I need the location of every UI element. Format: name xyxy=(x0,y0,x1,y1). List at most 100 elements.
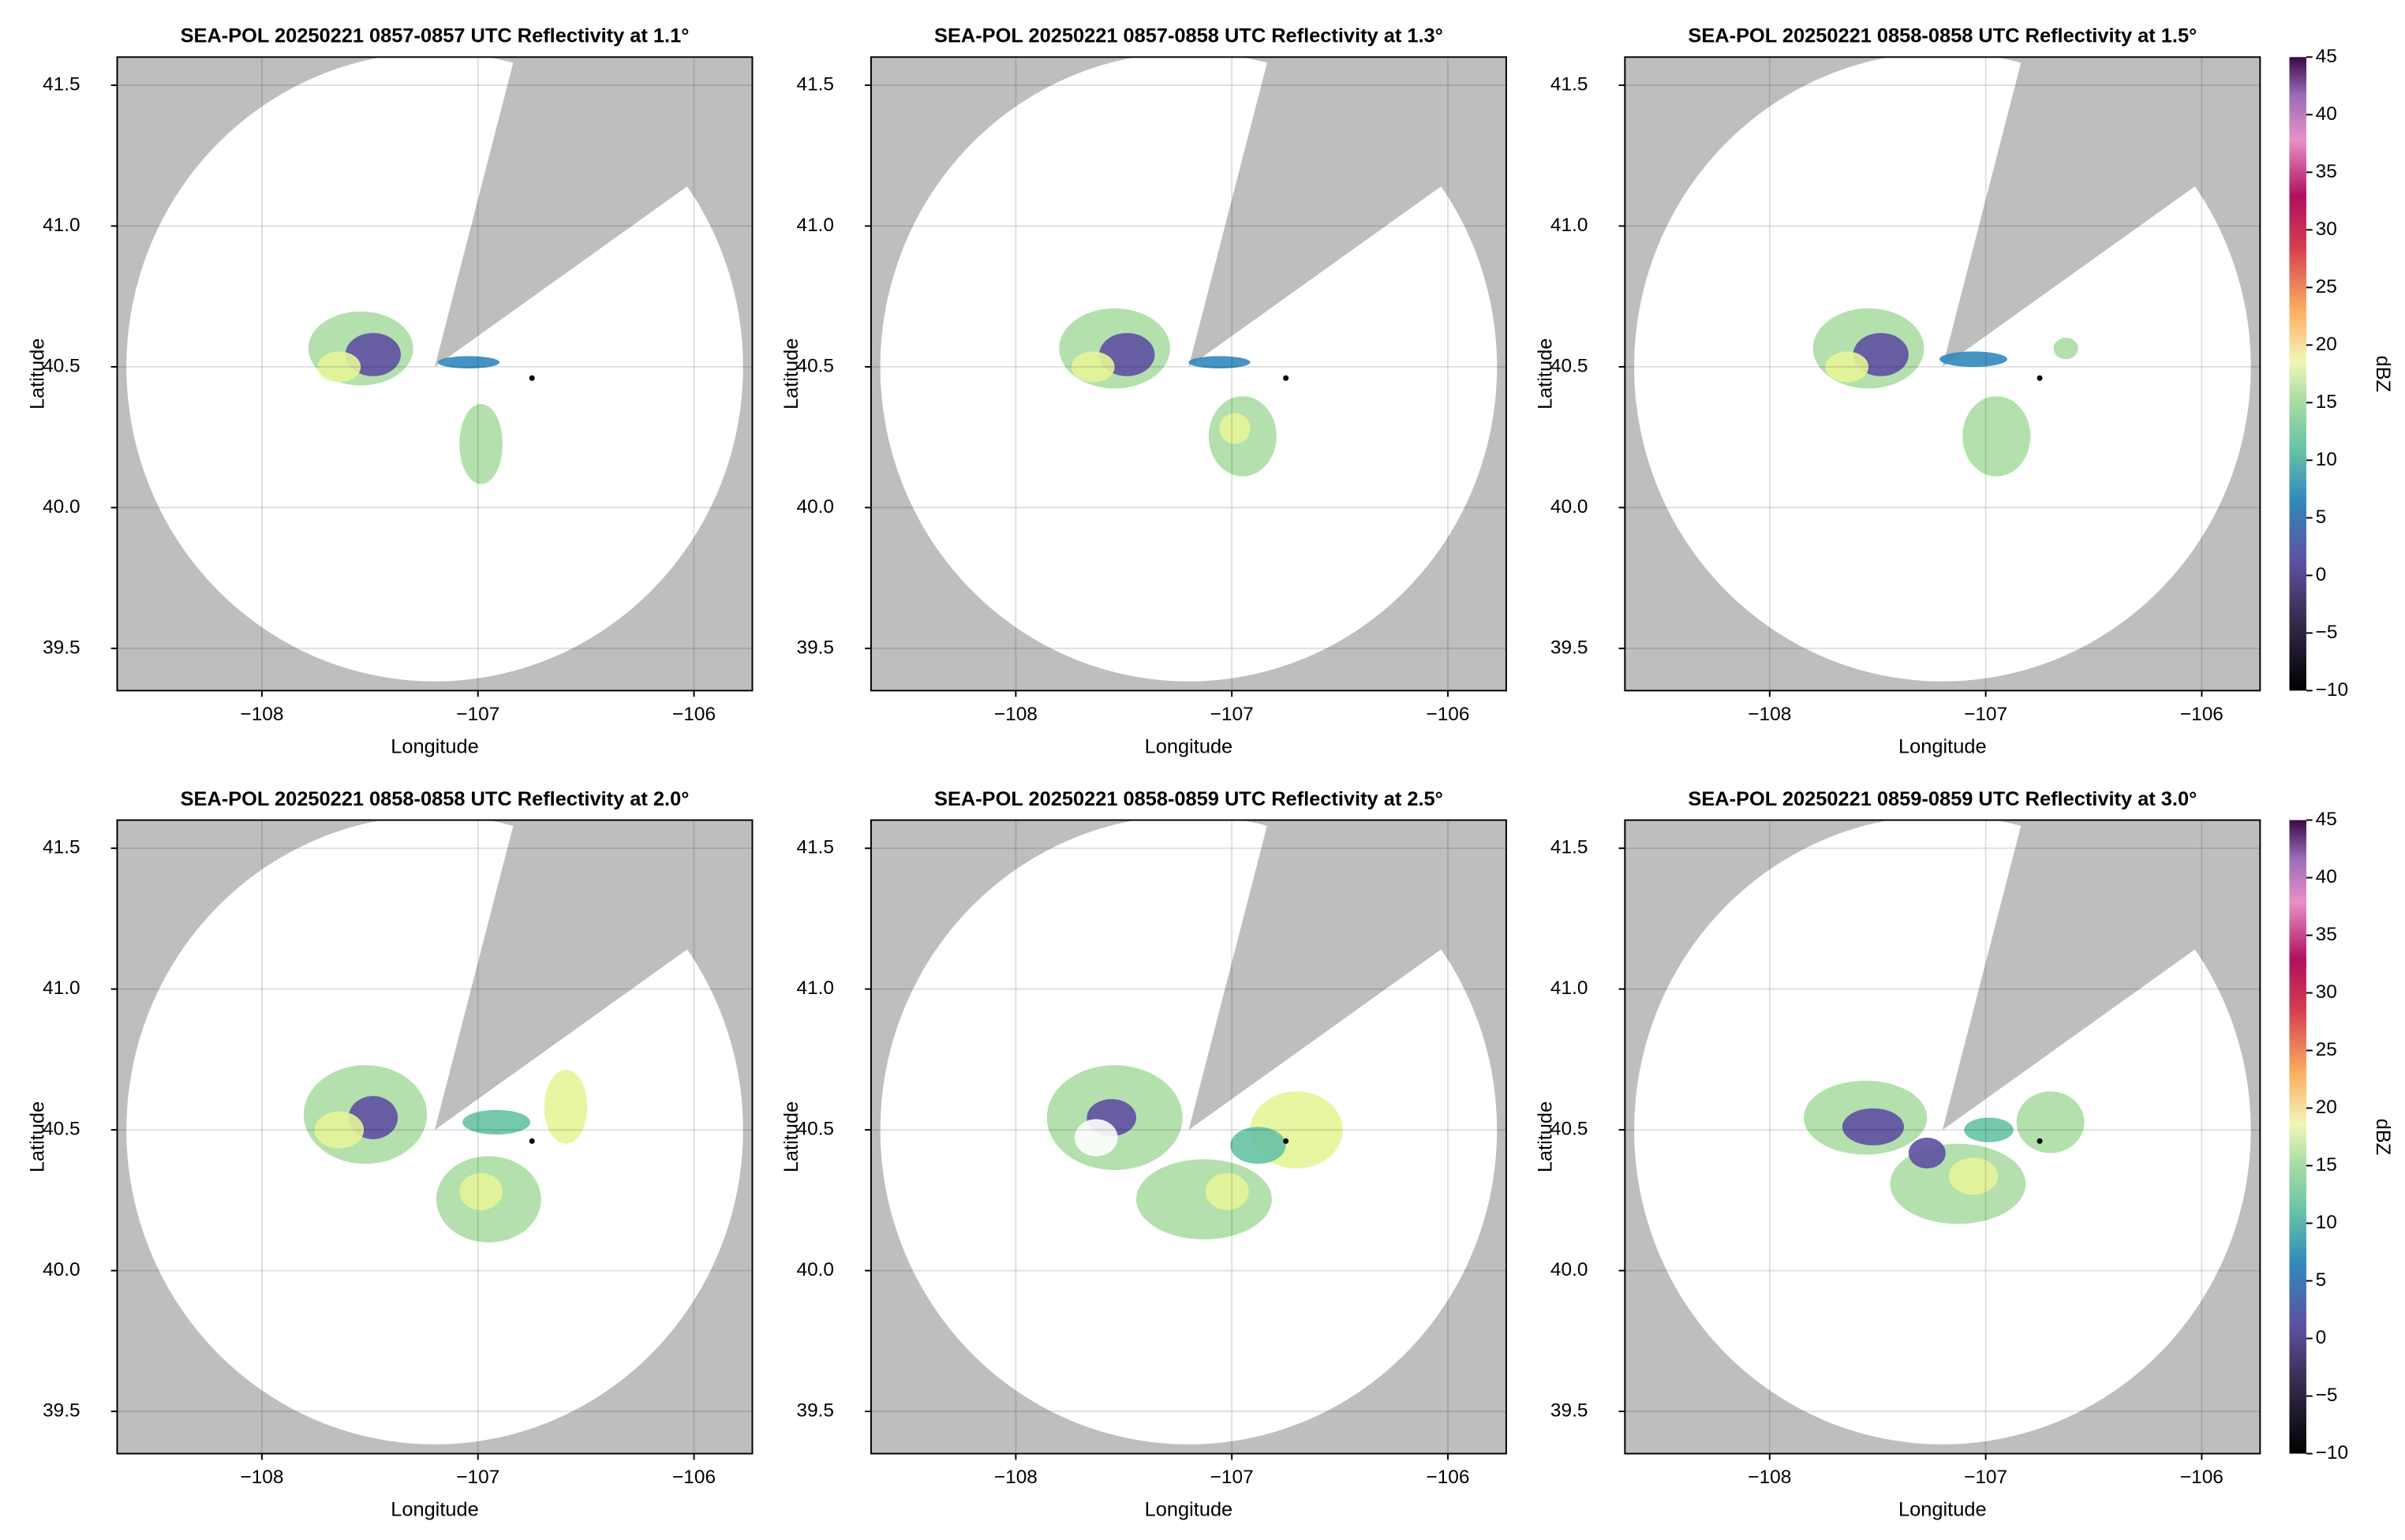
chart-title: SEA-POL 20250221 0857-0857 UTC Reflectiv… xyxy=(181,25,690,47)
blocked-sector xyxy=(1942,820,2261,1131)
echo xyxy=(2053,337,2078,360)
x-axis-label: Longitude xyxy=(391,1499,479,1521)
echo xyxy=(437,356,500,369)
x-tick-label: −106 xyxy=(1426,704,1469,725)
colorbar-label: dBZ xyxy=(2372,356,2394,393)
y-tick-label: 40.5 xyxy=(1550,355,1588,376)
y-tick-label: 39.5 xyxy=(43,637,80,658)
y-tick-label: 41.0 xyxy=(43,215,80,236)
x-axis-label: Longitude xyxy=(1898,1499,1987,1521)
site-marker xyxy=(1283,1138,1289,1144)
y-tick-label: 41.5 xyxy=(797,73,835,95)
colorbar-tick-label: 40 xyxy=(2316,103,2337,125)
colorbar-tick-label: 0 xyxy=(2316,564,2327,585)
chart-title: SEA-POL 20250221 0858-0858 UTC Reflectiv… xyxy=(1688,25,2197,47)
axes-frame xyxy=(870,56,1507,692)
blocked-sector xyxy=(434,57,753,368)
colorbar-tick-label: 30 xyxy=(2316,219,2337,240)
x-tick-label: −107 xyxy=(1964,1467,2007,1488)
colorbar xyxy=(2289,57,2306,691)
axes-frame xyxy=(116,56,754,692)
x-tick-label: −107 xyxy=(456,1467,499,1488)
y-axis-label: Latitude xyxy=(780,338,802,409)
axes-frame xyxy=(1624,56,2261,692)
x-tick-label: −108 xyxy=(240,704,283,725)
y-tick-label: 41.0 xyxy=(43,977,80,999)
y-tick-label: 40.0 xyxy=(1550,1259,1588,1280)
echo xyxy=(2016,1091,2085,1153)
colorbar-tick-label: 5 xyxy=(2316,506,2327,528)
plot-area xyxy=(870,820,1506,1454)
echo xyxy=(1230,1127,1286,1164)
y-tick-label: 41.0 xyxy=(1550,215,1588,236)
site-marker xyxy=(529,375,535,381)
colorbar-tick-label: 10 xyxy=(2316,1212,2337,1233)
x-tick-label: −108 xyxy=(240,1467,283,1488)
x-tick-label: −106 xyxy=(672,704,716,725)
echo xyxy=(1205,1172,1249,1210)
chart-title: SEA-POL 20250221 0858-0858 UTC Reflectiv… xyxy=(181,788,690,810)
echo xyxy=(1939,351,2007,368)
y-tick-label: 40.5 xyxy=(43,355,80,376)
y-axis-label: Latitude xyxy=(1534,338,1556,409)
x-tick-label: −108 xyxy=(1748,704,1791,725)
colorbar-tick-label: −10 xyxy=(2316,679,2348,701)
echo xyxy=(1188,356,1251,369)
chart-title: SEA-POL 20250221 0859-0859 UTC Reflectiv… xyxy=(1688,788,2197,810)
x-tick-label: −108 xyxy=(994,704,1038,725)
colorbar-tick-label: 15 xyxy=(2316,1154,2337,1176)
colorbar-tick-label: 5 xyxy=(2316,1269,2327,1291)
colorbar-tick-label: 25 xyxy=(2316,276,2337,297)
plot-area xyxy=(1625,57,2261,691)
echo xyxy=(459,403,503,484)
x-tick-label: −107 xyxy=(1210,1467,1254,1488)
axes-frame xyxy=(1624,819,2261,1455)
x-axis-label: Longitude xyxy=(1145,1499,1233,1521)
colorbar xyxy=(2289,820,2306,1454)
echo xyxy=(1964,1117,2014,1142)
colorbar-tick-label: −5 xyxy=(2316,622,2338,643)
colorbar-tick-label: 20 xyxy=(2316,334,2337,355)
x-tick-label: −106 xyxy=(1426,1467,1469,1488)
y-axis-label: Latitude xyxy=(1534,1101,1556,1172)
echo xyxy=(459,1172,503,1210)
x-tick-label: −106 xyxy=(2180,1467,2224,1488)
y-tick-label: 40.5 xyxy=(1550,1119,1588,1140)
x-tick-label: −106 xyxy=(672,1467,716,1488)
colorbar-tick-label: 20 xyxy=(2316,1097,2337,1118)
chart-title: SEA-POL 20250221 0857-0858 UTC Reflectiv… xyxy=(934,25,1443,47)
echo xyxy=(1842,1108,1904,1146)
echo xyxy=(1074,1119,1118,1157)
y-tick-label: 40.0 xyxy=(797,1259,835,1280)
blocked-sector xyxy=(434,820,753,1131)
y-tick-label: 41.5 xyxy=(43,837,80,858)
colorbar-tick-label: 40 xyxy=(2316,866,2337,888)
echo xyxy=(314,1111,365,1149)
x-tick-label: −106 xyxy=(2180,704,2224,725)
colorbar-tick-label: 0 xyxy=(2316,1327,2327,1348)
y-tick-label: 40.0 xyxy=(797,496,835,518)
y-tick-label: 40.0 xyxy=(43,1259,80,1280)
y-tick-label: 40.0 xyxy=(1550,496,1588,518)
x-tick-label: −107 xyxy=(456,704,499,725)
colorbar-tick-label: 45 xyxy=(2316,809,2337,830)
y-tick-label: 41.5 xyxy=(1550,837,1588,858)
plot-area xyxy=(1625,820,2261,1454)
site-marker xyxy=(1283,375,1289,381)
echo xyxy=(1071,351,1115,383)
echo xyxy=(544,1070,588,1144)
y-tick-label: 39.5 xyxy=(1550,637,1588,658)
colorbar-tick-label: 10 xyxy=(2316,449,2337,470)
blocked-sector xyxy=(1188,820,1506,1131)
y-axis-label: Latitude xyxy=(27,1101,49,1172)
y-tick-label: 41.5 xyxy=(1550,73,1588,95)
x-axis-label: Longitude xyxy=(1145,735,1233,757)
axes-frame xyxy=(870,819,1507,1455)
colorbar-tick-label: −5 xyxy=(2316,1385,2338,1406)
y-tick-label: 40.0 xyxy=(43,496,80,518)
site-marker xyxy=(2037,375,2043,381)
x-tick-label: −107 xyxy=(1210,704,1254,725)
x-tick-label: −108 xyxy=(1748,1467,1791,1488)
